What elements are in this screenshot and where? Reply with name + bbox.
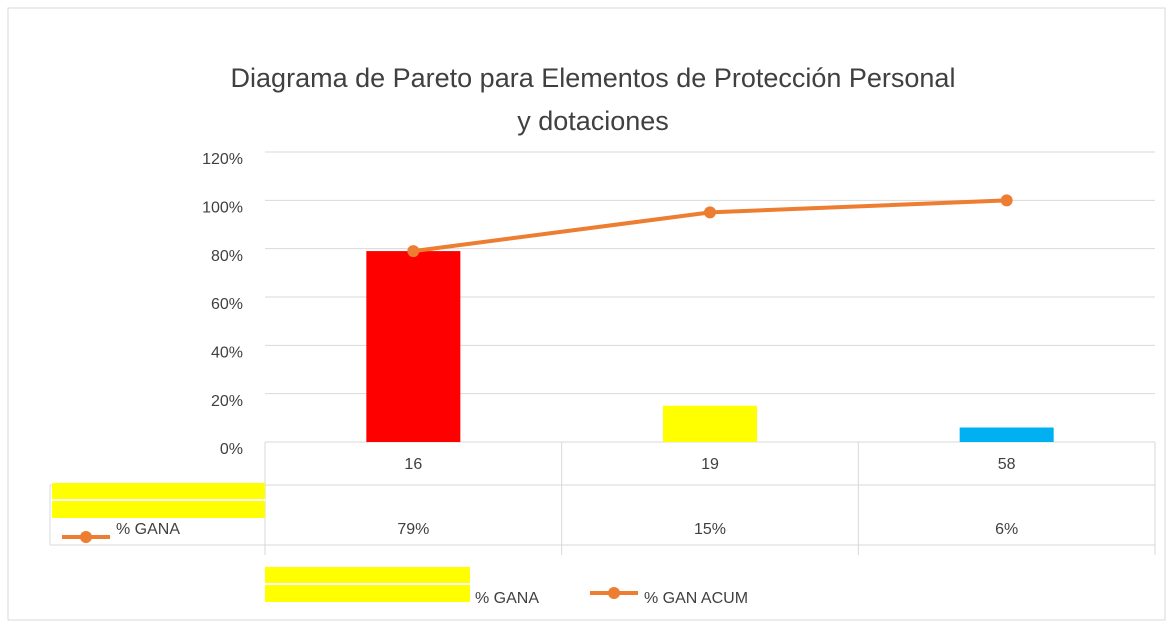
line-marker bbox=[704, 206, 716, 219]
y-tick-label: 60% bbox=[211, 296, 243, 313]
legend-label: % GANA bbox=[475, 590, 539, 607]
x-tick-label: 16 bbox=[404, 456, 422, 473]
line-marker bbox=[407, 245, 420, 258]
table-value: 15% bbox=[694, 521, 726, 538]
y-tick-label: 40% bbox=[211, 345, 243, 362]
table-legend-marker bbox=[80, 531, 92, 543]
y-tick-label: 0% bbox=[220, 441, 243, 458]
table-value: 79% bbox=[397, 521, 429, 538]
line-marker bbox=[1000, 194, 1013, 207]
table-row-header: % GANA bbox=[116, 521, 180, 538]
x-tick-label: 19 bbox=[701, 456, 719, 473]
legend-marker bbox=[608, 587, 620, 599]
chart-subtitle: y dotaciones bbox=[517, 106, 669, 136]
y-tick-label: 120% bbox=[202, 151, 243, 168]
chart-frame bbox=[7, 7, 1166, 621]
y-tick-label: 80% bbox=[211, 248, 243, 265]
table-value: 6% bbox=[995, 521, 1018, 538]
y-tick-label: 100% bbox=[202, 200, 243, 217]
bar bbox=[959, 427, 1054, 442]
chart-title: Diagrama de Pareto para Elementos de Pro… bbox=[231, 63, 956, 93]
x-tick-label: 58 bbox=[998, 456, 1016, 473]
bar bbox=[366, 251, 461, 442]
legend-label: % GAN ACUM bbox=[644, 590, 748, 607]
bar bbox=[663, 405, 757, 442]
y-tick-label: 20% bbox=[211, 393, 243, 410]
